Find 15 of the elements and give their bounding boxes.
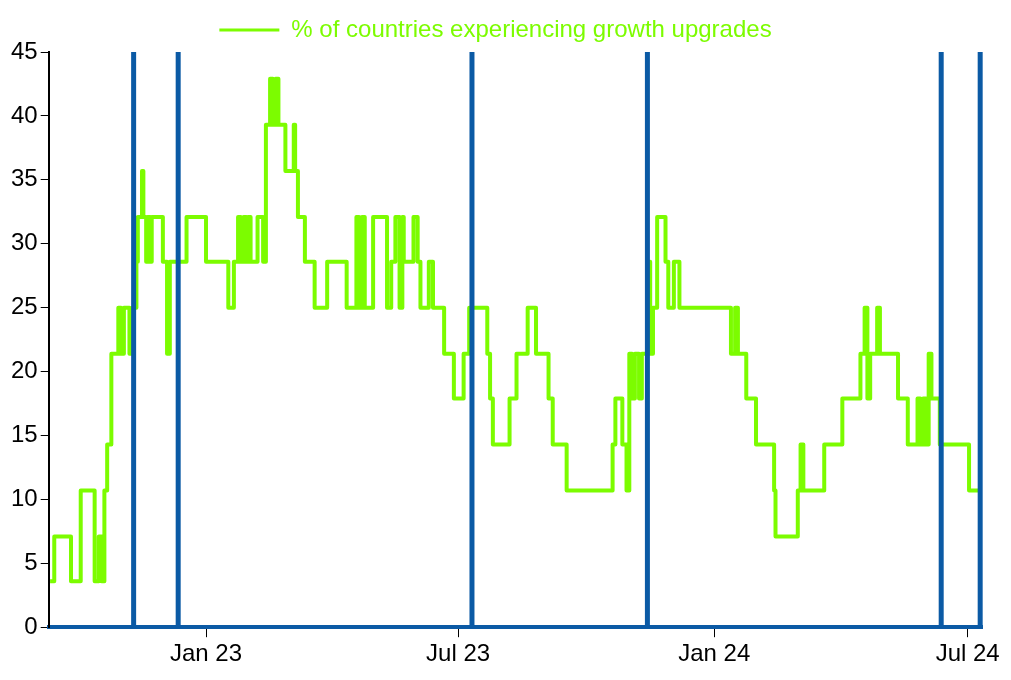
x-tick-label: Jul 23: [426, 639, 491, 667]
y-tick-label: 15: [10, 420, 38, 448]
y-tick-label: 35: [10, 164, 38, 192]
y-tick-label: 25: [10, 292, 38, 320]
y-tick-label: 45: [10, 36, 38, 64]
y-tick-label: 5: [24, 547, 38, 575]
x-tick-label: Jul 24: [935, 639, 1000, 667]
x-tick-label: Jan 24: [678, 639, 751, 667]
y-tick-label: 0: [24, 611, 38, 639]
legend-label: % of countries experiencing growth upgrades: [291, 14, 772, 42]
y-tick-label: 40: [10, 100, 38, 128]
x-tick-label: Jan 23: [170, 639, 243, 667]
y-tick-label: 10: [10, 484, 38, 511]
y-tick-label: 30: [10, 228, 38, 256]
y-tick-label: 20: [10, 356, 38, 384]
